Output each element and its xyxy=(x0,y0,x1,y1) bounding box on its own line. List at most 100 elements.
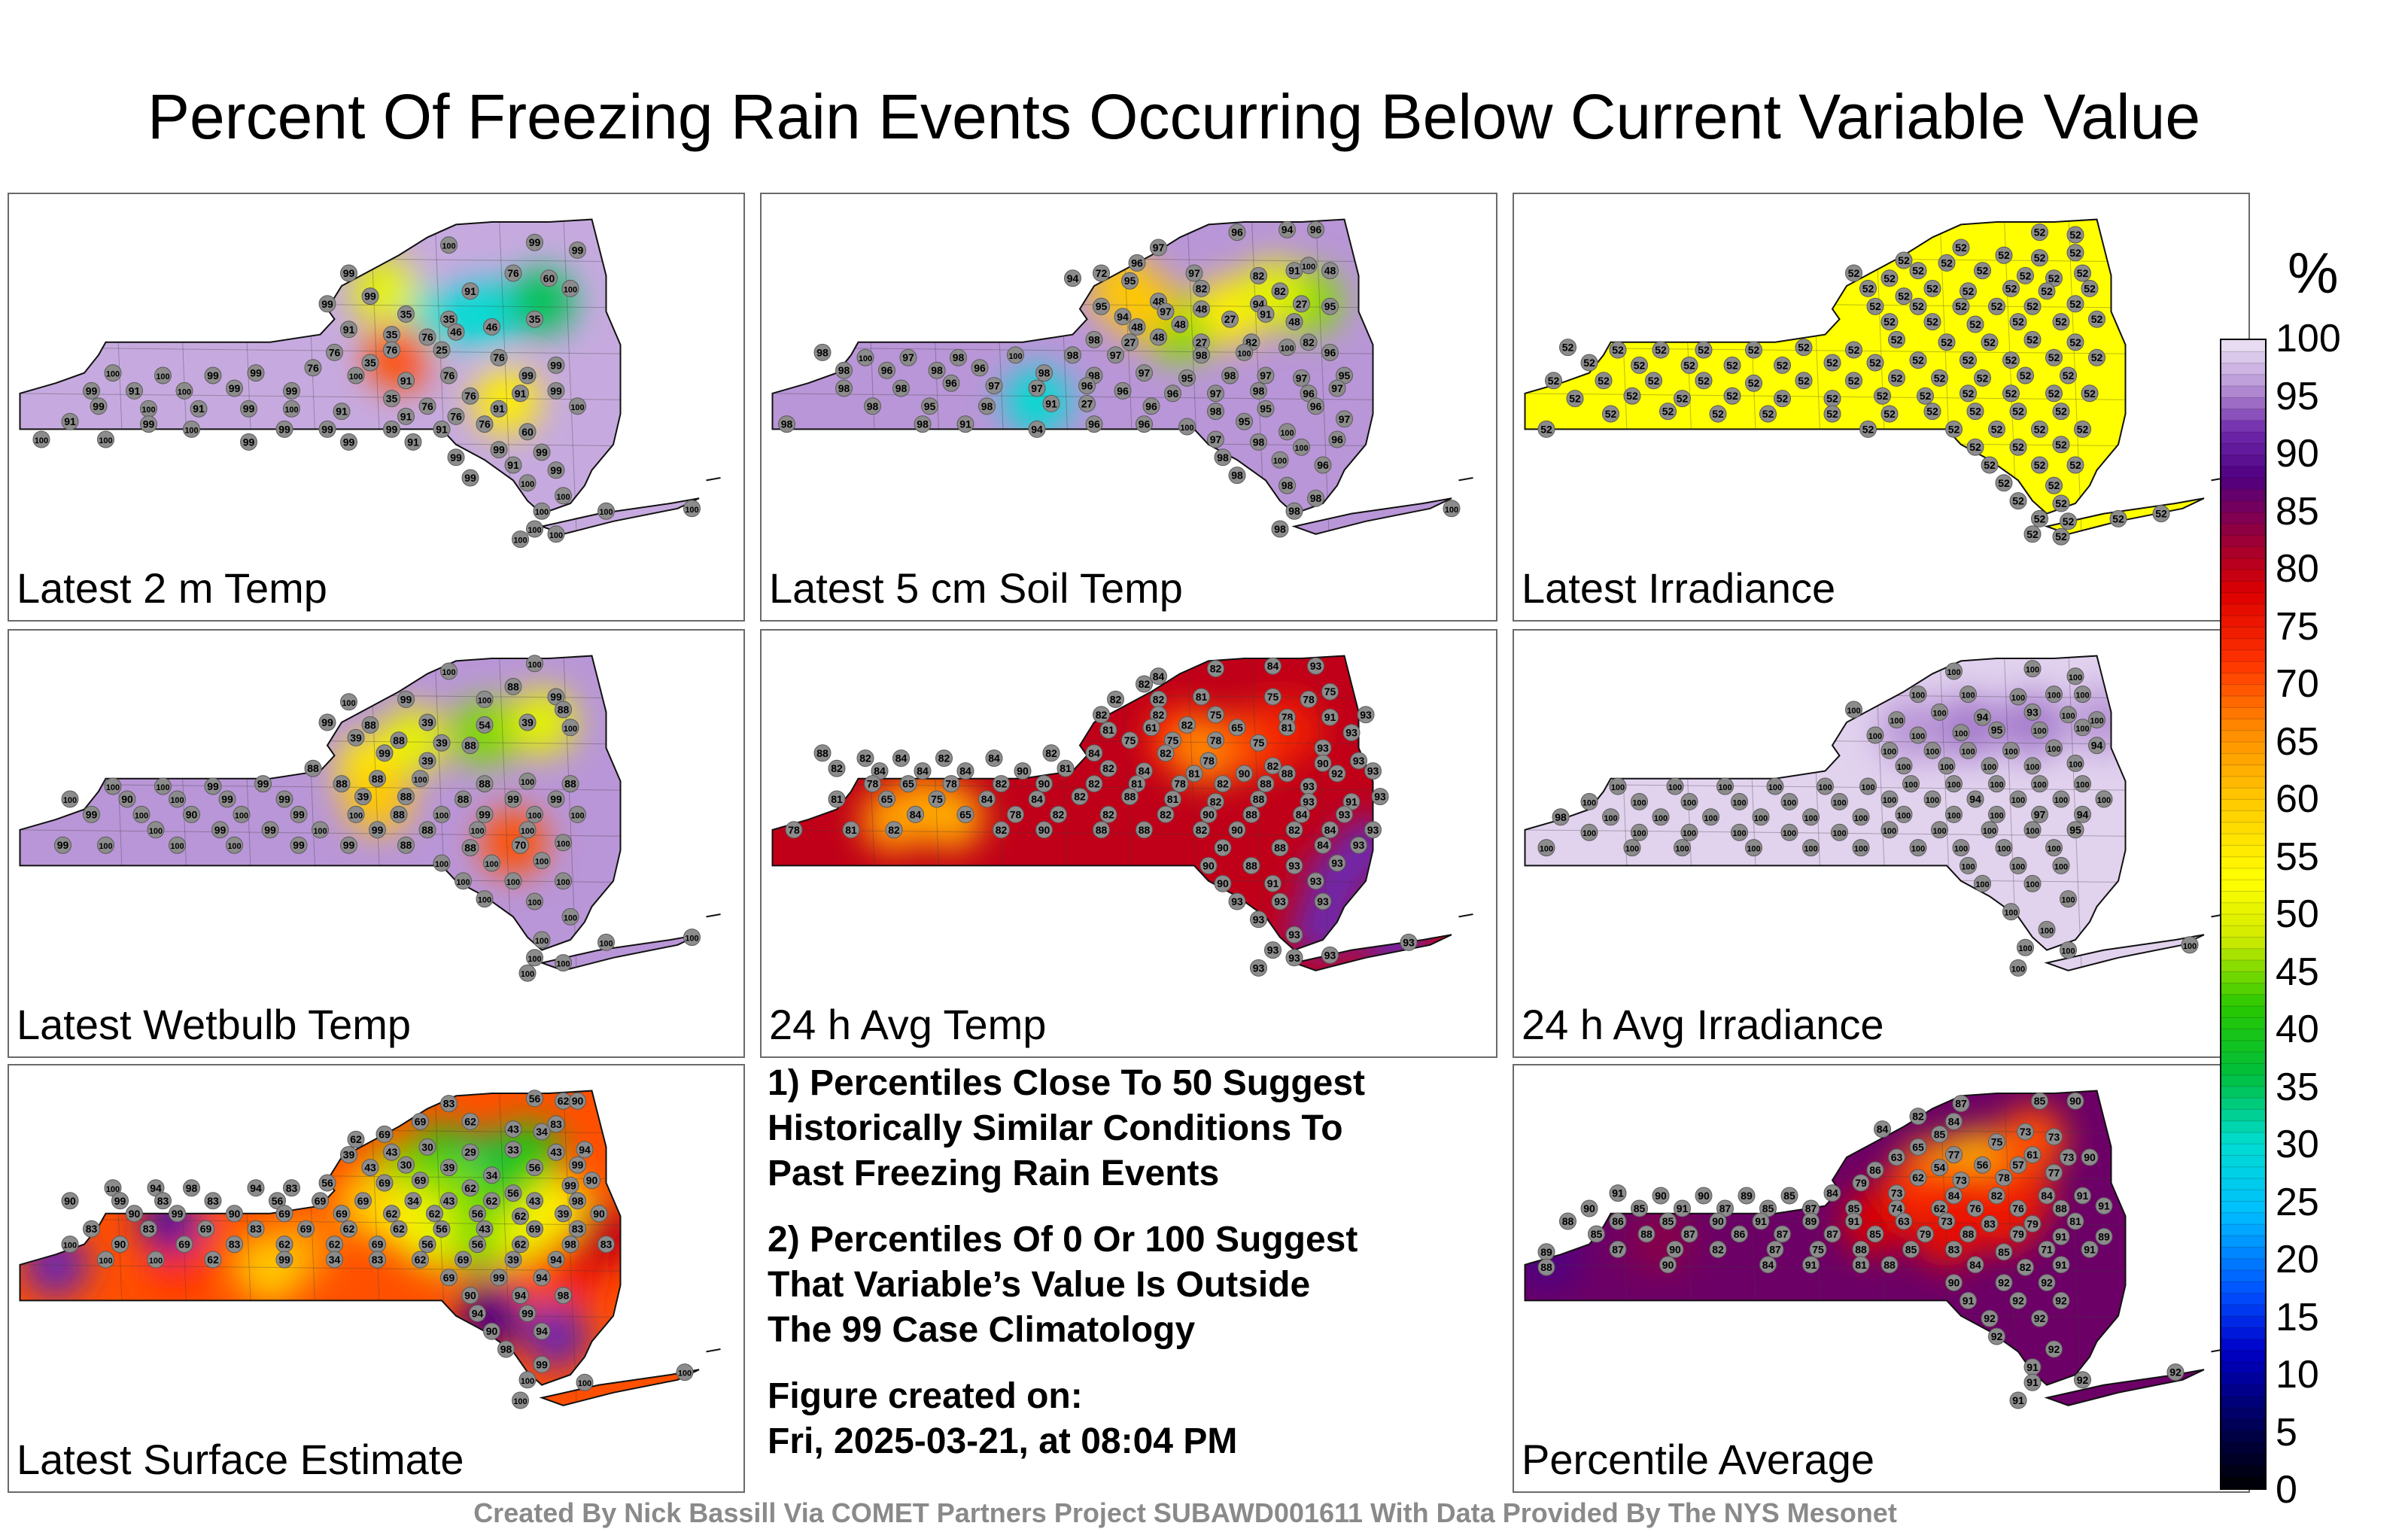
station-value: 97 xyxy=(2034,808,2046,820)
station-value: 93 xyxy=(1331,857,1343,869)
station-dot xyxy=(1759,1256,1777,1274)
station-value: 88 xyxy=(464,842,476,854)
station-marker: 52 xyxy=(2066,226,2084,244)
station-value: 88 xyxy=(1124,791,1136,803)
station-marker: 90 xyxy=(1035,821,1053,839)
field-hotspot xyxy=(861,786,927,853)
station-dot xyxy=(1271,282,1289,300)
station-marker: 100 xyxy=(555,834,572,852)
station-marker: 100 xyxy=(340,693,357,711)
station-value: 88 xyxy=(1640,1228,1652,1240)
station-marker: 95 xyxy=(1988,721,2005,739)
station-dot xyxy=(1321,821,1339,839)
station-marker: 85 xyxy=(1866,1225,1884,1243)
station-marker: 46 xyxy=(483,318,500,336)
station-value: 62 xyxy=(393,1223,405,1235)
station-dot xyxy=(1207,731,1224,749)
station-value: 25 xyxy=(436,344,448,356)
station-value: 99 xyxy=(550,385,562,397)
station-dot xyxy=(1674,839,1691,857)
station-dot xyxy=(1945,1146,1963,1164)
station-value: 100 xyxy=(2026,763,2039,772)
station-value: 43 xyxy=(479,1223,491,1235)
station-marker: 100 xyxy=(1580,823,1598,841)
station-value: 48 xyxy=(1288,316,1300,328)
station-dot xyxy=(1085,330,1103,348)
station-value: 100 xyxy=(227,842,241,851)
station-dot xyxy=(1880,741,1899,759)
station-dot xyxy=(304,759,322,777)
station-dot xyxy=(2023,297,2042,315)
station-value: 91 xyxy=(193,403,205,415)
station-marker: 95 xyxy=(1121,272,1139,290)
station-marker: 100 xyxy=(1609,777,1627,795)
station-value: 91 xyxy=(1288,265,1300,277)
station-dot xyxy=(2052,1199,2070,1217)
station-marker: 35 xyxy=(383,326,400,344)
station-value: 46 xyxy=(486,321,498,333)
station-dot xyxy=(1328,379,1346,397)
station-marker: 100 xyxy=(1680,792,1698,810)
station-marker: 100 xyxy=(97,836,114,854)
station-dot xyxy=(1917,1225,1934,1243)
station-value: 100 xyxy=(1718,783,1732,792)
station-dot xyxy=(1257,400,1275,418)
station-dot xyxy=(1945,420,1963,438)
station-dot xyxy=(1745,374,1762,392)
station-marker: 88 xyxy=(1278,764,1296,783)
station-dot xyxy=(2095,1197,2113,1215)
station-dot xyxy=(526,520,543,538)
panel-label: 24 h Avg Irradiance xyxy=(1522,1001,1884,1048)
station-marker: 79 xyxy=(1852,1174,1870,1192)
station-value: 91 xyxy=(1045,397,1057,409)
station-dot xyxy=(1945,805,1963,823)
station-marker: 100 xyxy=(476,890,494,908)
station-value: 52 xyxy=(1626,390,1638,402)
station-marker: 100 xyxy=(2074,719,2091,737)
station-marker: 99 xyxy=(547,790,565,808)
station-value: 100 xyxy=(63,1242,77,1251)
station-dot xyxy=(347,805,365,823)
station-marker: 81 xyxy=(1278,719,1296,737)
station-dot xyxy=(447,407,465,425)
station-value: 61 xyxy=(2026,1149,2039,1161)
station-marker: 91 xyxy=(2009,1391,2027,1409)
station-value: 96 xyxy=(974,362,986,374)
station-marker: 82 xyxy=(1271,282,1289,300)
station-marker: 94 xyxy=(533,1269,551,1287)
station-marker: 91 xyxy=(433,420,451,438)
station-value: 97 xyxy=(1110,349,1122,361)
station-dot xyxy=(1207,385,1224,403)
station-value: 78 xyxy=(1303,693,1315,705)
station-dot xyxy=(1880,269,1899,287)
station-value: 76 xyxy=(464,390,476,402)
station-marker: 39 xyxy=(340,1146,357,1164)
station-value: 52 xyxy=(2034,423,2046,435)
station-marker: 88 xyxy=(1637,1225,1655,1243)
station-marker: 95 xyxy=(1093,297,1110,315)
field-hotspot xyxy=(366,324,432,391)
station-dot xyxy=(569,241,586,259)
station-marker: 52 xyxy=(1745,374,1762,392)
panel-latest-5cm-soil-temp: 97 96 94 96 96 72 94 95 97 82 91 100 48 82 82 48 95 94 97 4… xyxy=(760,193,1497,622)
station-value: 43 xyxy=(443,1195,455,1207)
station-dot xyxy=(1321,297,1339,315)
station-dot xyxy=(576,1141,594,1159)
station-value: 52 xyxy=(2012,441,2024,453)
station-marker: 52 xyxy=(1602,405,1619,423)
station-dot xyxy=(1293,805,1310,823)
station-dot xyxy=(2095,1227,2113,1245)
station-dot xyxy=(1278,764,1296,783)
station-value: 90 xyxy=(1217,842,1229,854)
station-value: 95 xyxy=(2069,824,2081,836)
station-value: 94 xyxy=(2077,808,2089,820)
station-value: 99 xyxy=(293,808,305,820)
station-value: 98 xyxy=(1555,811,1567,823)
station-value: 69 xyxy=(379,1128,391,1140)
station-value: 52 xyxy=(2069,459,2081,471)
station-value: 52 xyxy=(1712,408,1724,420)
station-value: 91 xyxy=(129,385,141,397)
station-marker: 91 xyxy=(1257,305,1275,323)
station-dot xyxy=(61,790,79,808)
station-value: 95 xyxy=(1181,372,1193,384)
